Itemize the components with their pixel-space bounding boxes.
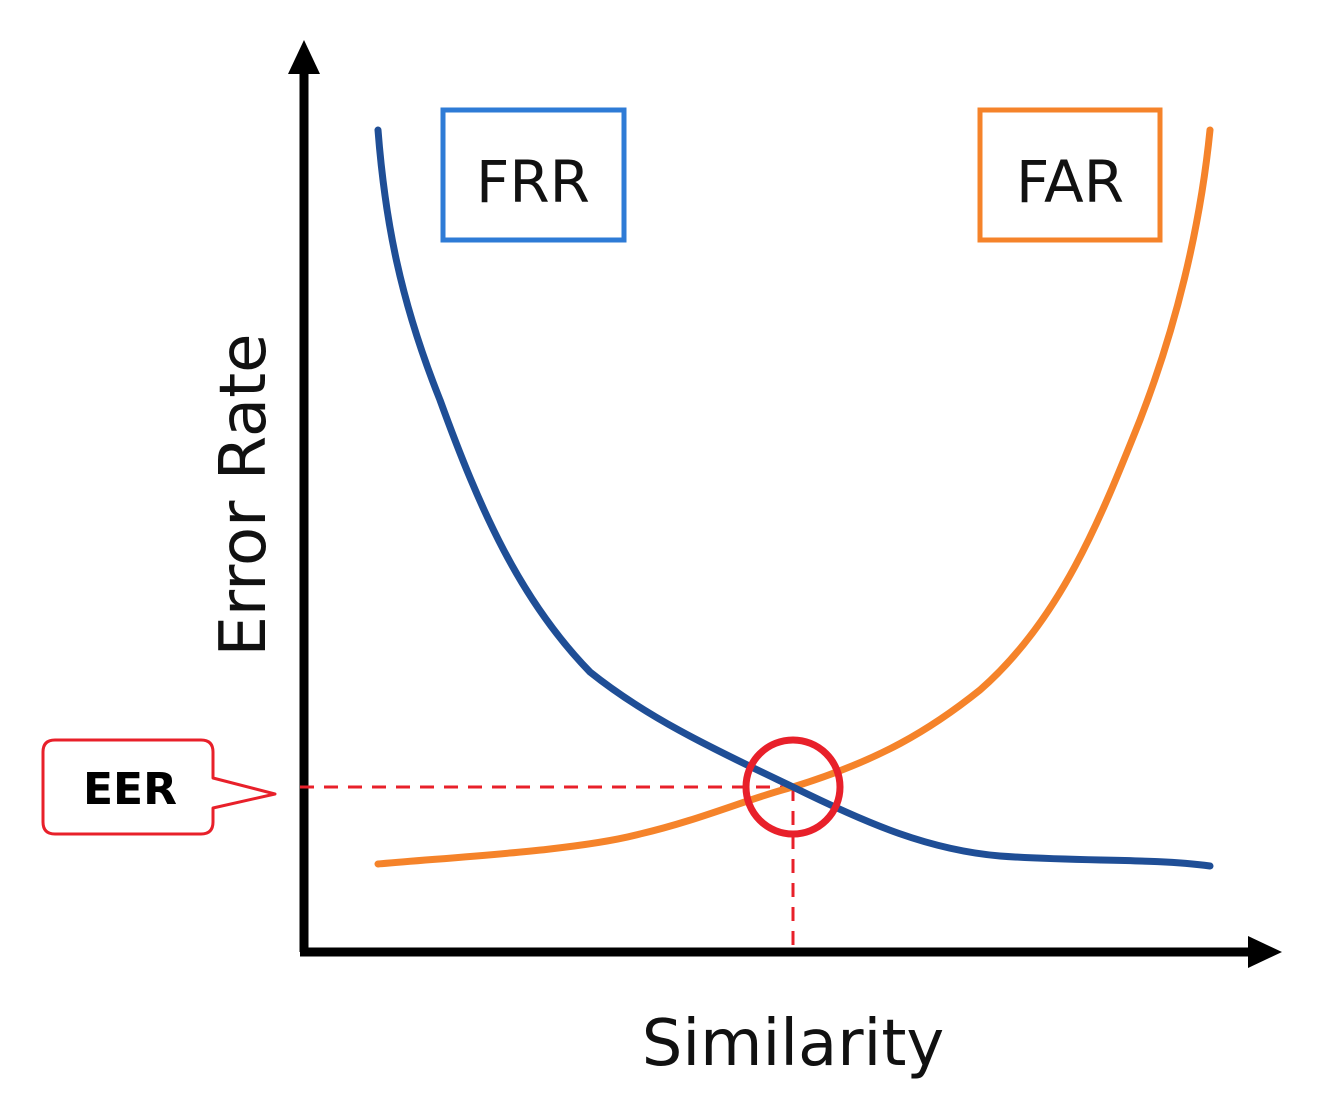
frr-label-box: FRR (440, 107, 627, 243)
x-axis-arrow-icon (1248, 936, 1282, 968)
y-axis-title: Error Rate (207, 333, 281, 656)
frr-curve (374, 126, 1214, 870)
frr-label-frame (440, 107, 627, 243)
frr-label-text: FRR (476, 148, 590, 216)
far-curve (374, 126, 1214, 868)
eer-callout: EER (41, 738, 277, 836)
far-label-frame (977, 107, 1163, 243)
x-axis-title: Similarity (642, 1007, 945, 1081)
far-label-text: FAR (1016, 148, 1124, 216)
eer-callout-bubble (41, 738, 277, 836)
eer-marker-circle (742, 736, 844, 838)
far-label-box: FAR (977, 107, 1163, 243)
axes (288, 40, 1282, 968)
y-axis-arrow-icon (288, 40, 320, 74)
eer-label-text: EER (83, 764, 177, 815)
